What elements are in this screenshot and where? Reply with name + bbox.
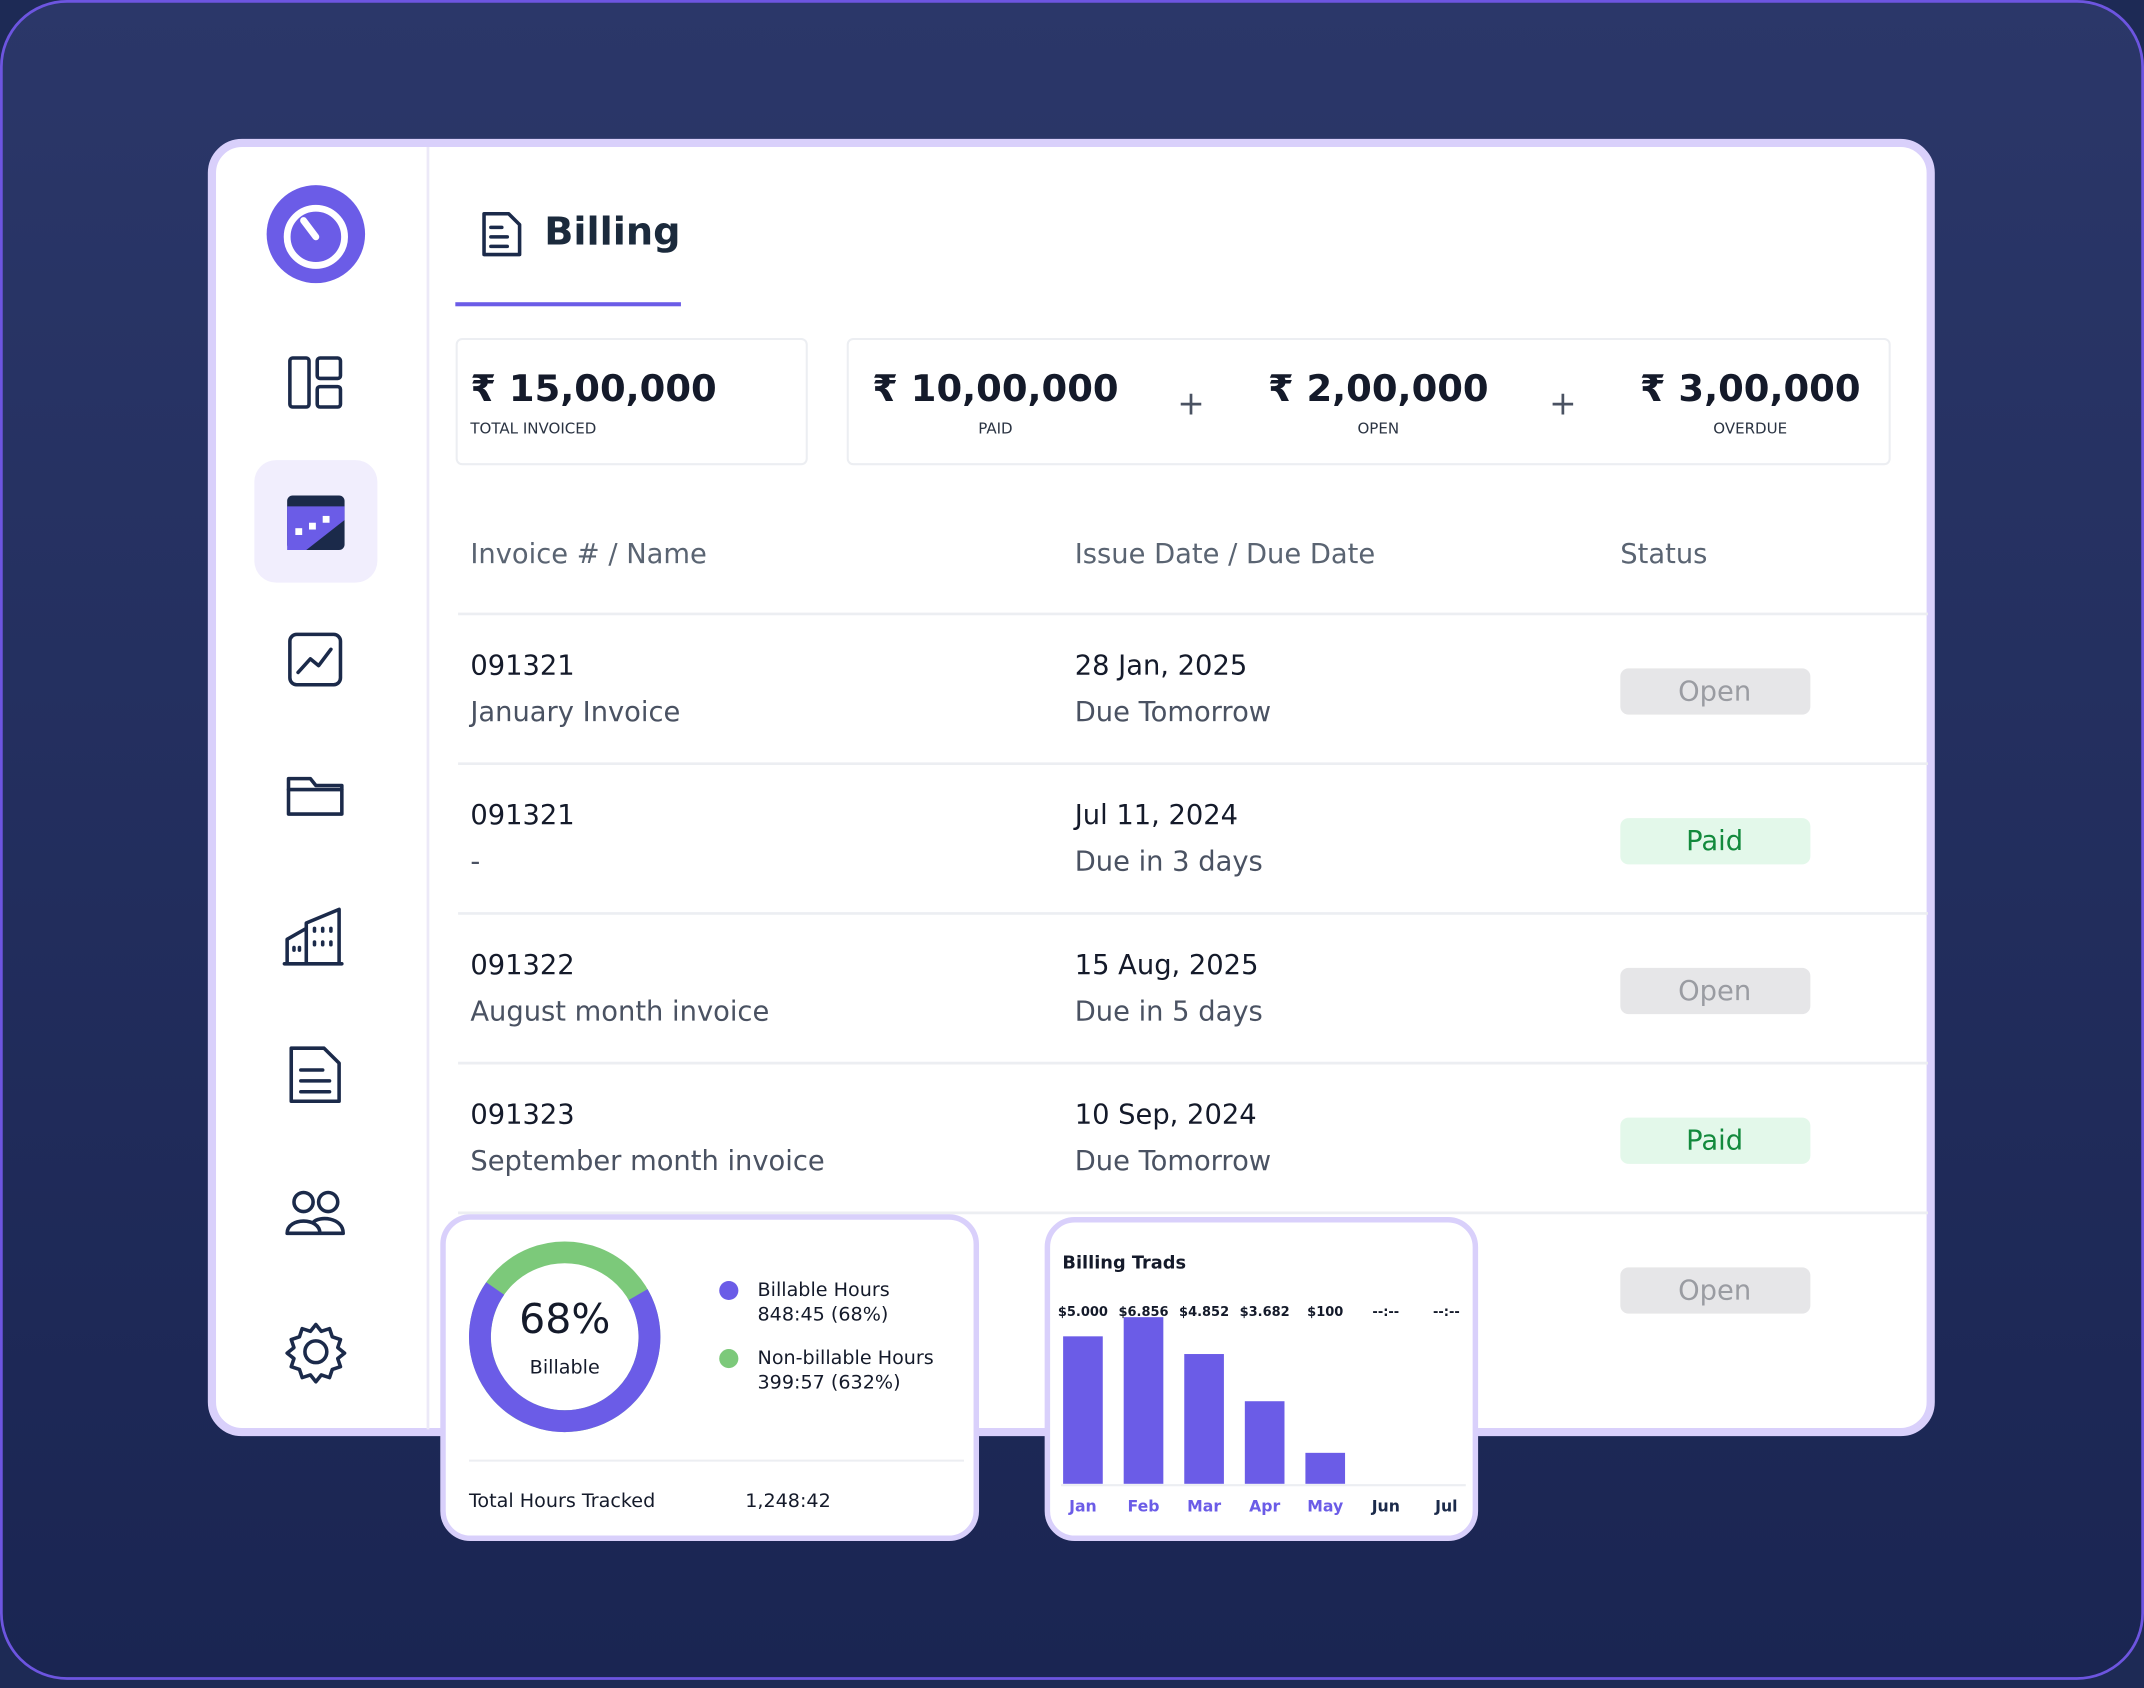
- status-text: Open: [1678, 1275, 1751, 1306]
- bar: [1184, 1354, 1224, 1484]
- invoice-name: August month invoice: [470, 996, 769, 1027]
- total-amount: ₹ 15,00,000: [470, 367, 716, 410]
- invoice-name: -: [470, 847, 480, 878]
- dashboard-icon[interactable]: [288, 356, 343, 409]
- operator: +: [1177, 385, 1204, 423]
- status-text: Paid: [1686, 826, 1743, 857]
- x-tick-label: Mar: [1187, 1496, 1221, 1515]
- column-header: Invoice # / Name: [470, 539, 706, 570]
- x-tick-label: Apr: [1249, 1496, 1280, 1515]
- clients-icon[interactable]: [282, 907, 344, 966]
- bar: [1063, 1336, 1103, 1484]
- due-date: Due in 3 days: [1075, 847, 1263, 878]
- issue-date: 15 Aug, 2025: [1075, 950, 1259, 981]
- bar-label: --:--: [1372, 1305, 1399, 1320]
- total-label: TOTAL INVOICED: [469, 419, 596, 437]
- invoice-table: Invoice # / Name Issue Date / Due Date Sta…: [458, 539, 1928, 1314]
- logo-hand: [300, 217, 320, 241]
- reports-icon[interactable]: [288, 632, 343, 687]
- summary-amount: ₹ 2,00,000: [1268, 367, 1489, 410]
- team-icon[interactable]: [285, 1190, 345, 1236]
- status-text: Open: [1678, 976, 1751, 1007]
- donut-value: 68%: [519, 1295, 610, 1343]
- bar: [1123, 1317, 1164, 1484]
- status-badge: [1620, 1117, 1811, 1164]
- page-title: Billing: [544, 211, 680, 255]
- status-badge: [1620, 668, 1811, 715]
- summary-amount: ₹ 10,00,000: [872, 367, 1118, 410]
- status-text: Open: [1678, 676, 1751, 707]
- donut-caption: Billable: [530, 1356, 600, 1379]
- hours-widget: [440, 1214, 980, 1541]
- total-hours-value: 1,248:42: [745, 1489, 831, 1512]
- x-tick-label: Feb: [1128, 1496, 1160, 1515]
- billing-header-icon: [482, 211, 522, 257]
- summary-label: OPEN: [1357, 419, 1399, 437]
- projects-icon[interactable]: [286, 776, 344, 816]
- summary-label: OVERDUE: [1713, 419, 1787, 437]
- legend-detail: 399:57 (632%): [758, 1371, 901, 1394]
- status-badge: [1620, 967, 1811, 1015]
- bar-label: $3.682: [1240, 1305, 1290, 1320]
- due-date: Due in 5 days: [1075, 996, 1263, 1027]
- trend-title: Billing Trads: [1062, 1253, 1186, 1273]
- settings-icon[interactable]: [285, 1322, 347, 1384]
- summary-parts: ₹ 10,00,000 PAID + ₹ 2,00,000 OPEN + ₹ 3,00,00…: [872, 367, 1860, 437]
- bar-label: $5.000: [1058, 1305, 1108, 1320]
- logo-ring: [283, 204, 348, 269]
- tab-underline: [455, 302, 681, 307]
- bar-label: --:--: [1433, 1305, 1460, 1320]
- bar-chart: $5.000 Jan $6.856 Feb $4.852 Mar $3.682 Apr $100…: [1058, 1305, 1460, 1516]
- status-text: Paid: [1686, 1126, 1743, 1157]
- invoice-number: 091323: [470, 1100, 574, 1131]
- bar-label: $6.856: [1118, 1305, 1168, 1320]
- column-header: Status: [1620, 539, 1707, 570]
- legend-dot: [719, 1349, 739, 1369]
- legend-dot: [719, 1280, 739, 1301]
- sidebar: [254, 185, 378, 1384]
- invoice-name: September month invoice: [470, 1146, 824, 1177]
- billing-icon[interactable]: [287, 495, 345, 550]
- summary-amount: ₹ 3,00,000: [1640, 367, 1861, 410]
- issue-date: Jul 11, 2024: [1073, 800, 1238, 831]
- invoice-number: 091321: [470, 800, 574, 831]
- x-tick-label: Jan: [1068, 1496, 1097, 1515]
- issue-date: 28 Jan, 2025: [1075, 651, 1248, 682]
- issue-date: 10 Sep, 2024: [1075, 1100, 1257, 1131]
- documents-icon[interactable]: [289, 1046, 341, 1104]
- invoice-number: 091321: [470, 651, 574, 682]
- bar: [1305, 1452, 1346, 1484]
- operator: +: [1549, 385, 1576, 423]
- invoice-number: 091322: [470, 950, 574, 981]
- invoice-name: January Invoice: [468, 697, 680, 728]
- x-tick-label: Jul: [1434, 1496, 1457, 1515]
- status-badge: [1620, 1267, 1811, 1314]
- breakdown-card: [846, 337, 1891, 466]
- status-badge: [1620, 818, 1811, 865]
- total-card: [455, 337, 808, 466]
- legend-detail: 848:45 (68%): [758, 1303, 889, 1326]
- legend-name: Non-billable Hours: [758, 1346, 934, 1369]
- x-tick-label: Jun: [1371, 1496, 1400, 1515]
- bar: [1244, 1401, 1285, 1484]
- column-header: Issue Date / Due Date: [1075, 539, 1375, 570]
- x-tick-label: May: [1307, 1496, 1343, 1515]
- due-date: Due Tomorrow: [1075, 1146, 1271, 1177]
- total-hours-label: Total Hours Tracked: [468, 1489, 655, 1512]
- due-date: Due Tomorrow: [1075, 697, 1271, 728]
- legend-name: Billable Hours: [758, 1278, 890, 1301]
- bar-label: $100: [1307, 1305, 1343, 1320]
- donut-chart: [468, 1241, 661, 1433]
- bar-label: $4.852: [1179, 1305, 1229, 1320]
- summary-label: PAID: [978, 419, 1012, 437]
